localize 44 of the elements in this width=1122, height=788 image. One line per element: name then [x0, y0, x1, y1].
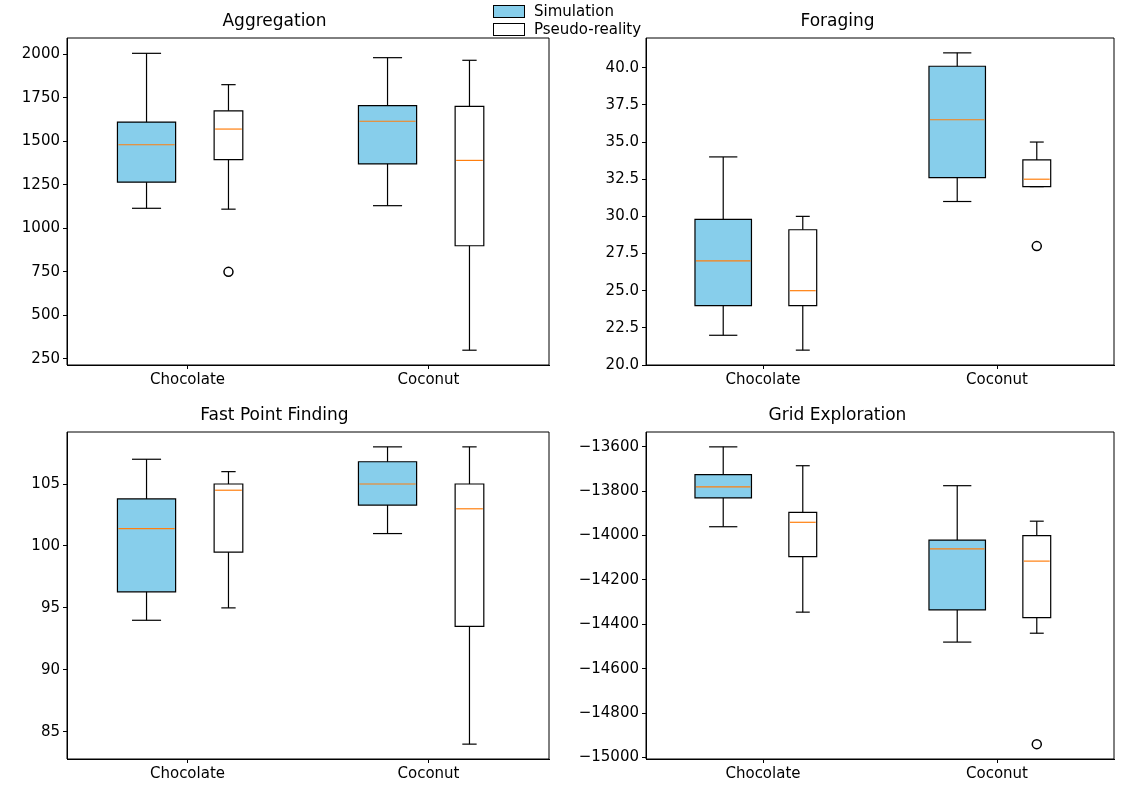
y-tick-label: −13800: [578, 481, 639, 500]
x-tick-label: Chocolate: [149, 763, 226, 782]
x-tick-label: Chocolate: [725, 763, 801, 782]
y-tick-label: 40.0: [605, 57, 639, 76]
y-tick-label: 27.5: [605, 243, 639, 262]
chart-title: Fast Point Finding: [200, 403, 349, 424]
y-tick-label: 100: [31, 535, 60, 554]
y-tick-label: 37.5: [605, 94, 639, 113]
y-tick-label: 105: [31, 473, 60, 492]
y-tick-label: 2000: [21, 44, 60, 63]
y-tick-label: 1500: [21, 131, 60, 150]
y-tick-label: 1750: [21, 87, 60, 106]
y-tick-label: 25.0: [605, 280, 639, 299]
x-tick-label: Chocolate: [725, 369, 801, 388]
y-tick-label: 20.0: [605, 354, 639, 373]
chart-title: Foraging: [800, 9, 875, 30]
y-tick-label: −15000: [578, 747, 639, 766]
y-tick-label: 90: [40, 659, 60, 678]
y-tick-label: −14000: [578, 525, 639, 544]
x-tick-label: Chocolate: [149, 369, 226, 388]
y-tick-label: 30.0: [605, 206, 639, 225]
y-tick-label: 35.0: [605, 131, 639, 150]
y-tick-label: 500: [31, 305, 60, 324]
y-tick-label: 95: [40, 597, 60, 616]
y-tick-label: −14800: [578, 702, 639, 721]
y-tick-label: 750: [31, 261, 60, 280]
y-tick-label: 85: [40, 721, 60, 740]
x-tick-label: Coconut: [966, 763, 1029, 782]
y-tick-label: −13600: [578, 436, 639, 455]
chart-title: Grid Exploration: [768, 403, 907, 424]
y-tick-label: −14400: [578, 614, 639, 633]
x-tick-label: Coconut: [397, 369, 460, 388]
x-tick-label: Coconut: [397, 763, 460, 782]
y-tick-label: 32.5: [605, 169, 639, 188]
y-tick-label: 1000: [21, 218, 60, 237]
y-tick-label: 250: [31, 348, 60, 367]
chart-title: Aggregation: [222, 9, 327, 30]
text: Pseudo-reality: [534, 20, 642, 38]
y-tick-label: −14200: [578, 569, 639, 588]
y-tick-label: 1250: [21, 174, 60, 193]
legend-label: Simulation: [534, 2, 614, 20]
x-tick-label: Coconut: [966, 369, 1029, 388]
y-tick-label: 22.5: [605, 317, 639, 336]
y-tick-label: −14600: [578, 658, 639, 677]
